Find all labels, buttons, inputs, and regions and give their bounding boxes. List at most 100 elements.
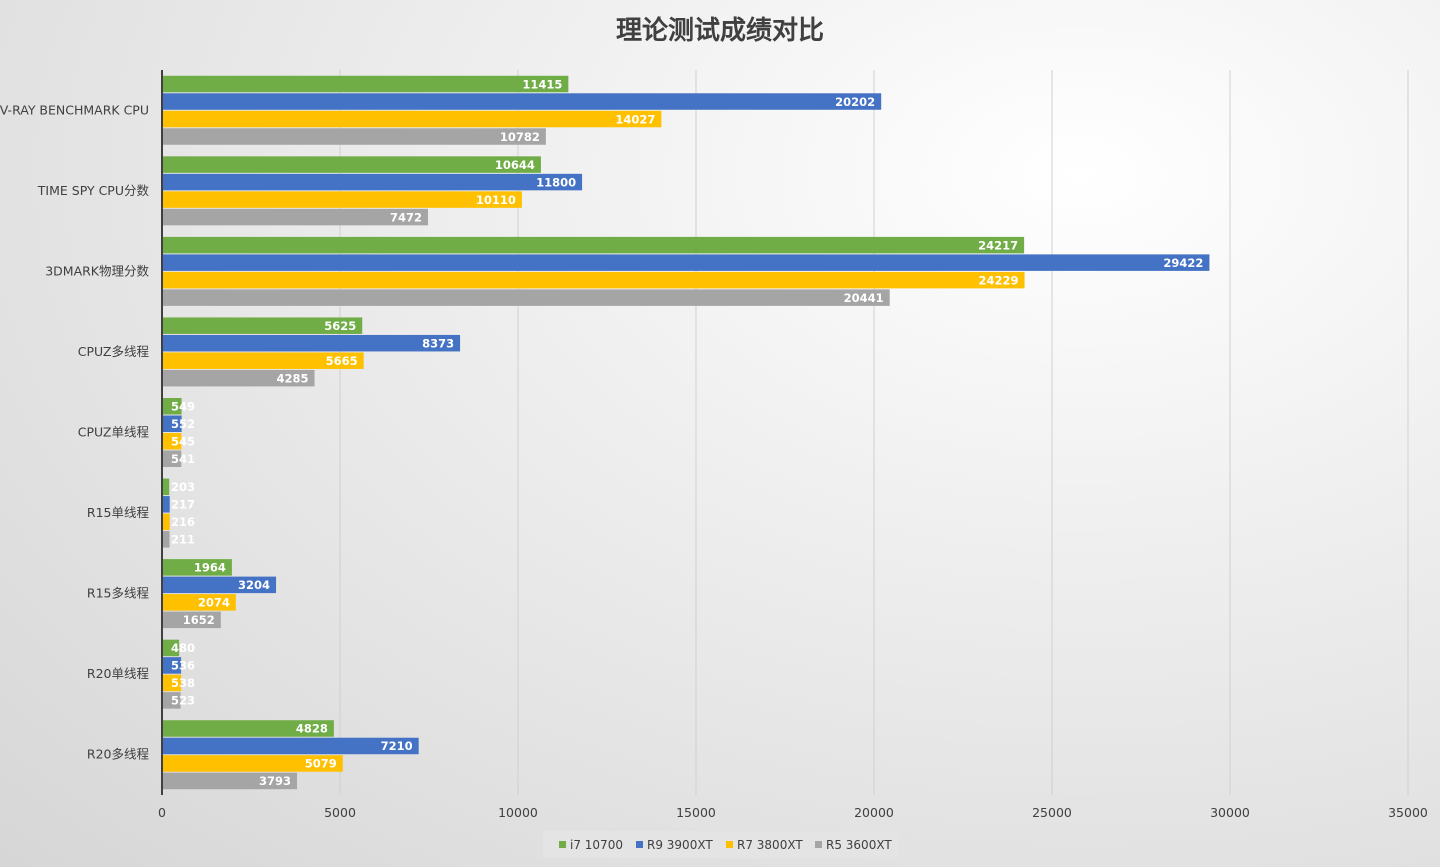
- x-tick-label: 15000: [676, 805, 716, 820]
- data-label: 24229: [979, 273, 1019, 287]
- bar: [163, 450, 182, 467]
- legend-label: R5 3600XT: [826, 838, 892, 852]
- category-label: CPUZ单线程: [78, 425, 150, 440]
- bar: [163, 611, 221, 629]
- bar: [163, 208, 429, 226]
- category-label: 3DMARK物理分数: [45, 263, 149, 278]
- data-label: 20441: [844, 291, 884, 305]
- data-label: 211: [171, 533, 195, 547]
- data-label: 10782: [500, 130, 540, 144]
- data-label: 14027: [615, 112, 655, 126]
- data-label: 538: [171, 676, 195, 690]
- data-label: 4285: [277, 371, 309, 385]
- bar: [163, 334, 461, 352]
- data-label: 8373: [422, 336, 454, 350]
- bar: [163, 478, 170, 496]
- data-label: 480: [171, 641, 195, 655]
- x-tick-label: 35000: [1388, 805, 1428, 820]
- x-tick-label: 20000: [854, 805, 894, 820]
- data-label: 4828: [296, 722, 328, 736]
- category-label: R15单线程: [87, 505, 150, 520]
- category-label: R20多线程: [87, 747, 150, 762]
- data-label: 541: [171, 452, 195, 466]
- legend-swatch: [726, 841, 733, 848]
- category-label: CPUZ多线程: [78, 344, 150, 359]
- legend-label: R7 3800XT: [737, 838, 803, 852]
- data-label: 20202: [835, 95, 875, 109]
- x-tick-label: 30000: [1210, 805, 1250, 820]
- category-label: TIME SPY CPU分数: [37, 183, 150, 198]
- data-label: 552: [171, 417, 195, 431]
- bar: [163, 531, 170, 548]
- bar: [163, 369, 315, 387]
- bar: [163, 755, 343, 772]
- legend-label: R9 3900XT: [647, 838, 713, 852]
- bar: [163, 191, 522, 208]
- legend-swatch: [815, 841, 822, 848]
- bar: [163, 720, 334, 737]
- data-label: 523: [171, 694, 195, 708]
- data-label: 3204: [238, 578, 270, 592]
- bar: [163, 496, 170, 513]
- data-label: 549: [171, 400, 195, 414]
- bar: [163, 93, 882, 110]
- legend-label: i7 10700: [570, 838, 623, 852]
- data-label: 536: [171, 659, 195, 673]
- data-label: 2074: [198, 596, 230, 610]
- bar: [163, 433, 182, 450]
- x-tick-label: 0: [158, 805, 166, 820]
- bar: [163, 594, 236, 611]
- bar: [163, 173, 583, 191]
- bar: [163, 398, 182, 415]
- data-label: 1964: [194, 561, 226, 575]
- bar: [163, 576, 277, 594]
- bar: [163, 513, 170, 531]
- data-label: 10110: [476, 193, 516, 207]
- data-label: 5665: [326, 354, 358, 368]
- bar: [163, 674, 182, 692]
- data-label: 7210: [381, 739, 413, 753]
- x-tick-label: 5000: [324, 805, 356, 820]
- bar: [163, 352, 364, 369]
- data-label: 545: [171, 435, 195, 449]
- bar: [163, 236, 1025, 254]
- category-label: V-RAY BENCHMARK CPU: [0, 102, 149, 117]
- bar: [163, 657, 182, 674]
- data-label: 3793: [259, 774, 291, 788]
- legend-swatch: [636, 841, 643, 848]
- category-label: R15多线程: [87, 586, 150, 601]
- bar: [163, 317, 363, 334]
- bar: [163, 254, 1210, 271]
- data-label: 10644: [495, 158, 535, 172]
- bar: [163, 128, 546, 145]
- data-label: 203: [171, 480, 195, 494]
- data-label: 5079: [305, 757, 337, 771]
- bar: [163, 559, 232, 576]
- bar: [163, 415, 182, 432]
- data-label: 1652: [183, 613, 215, 627]
- data-label: 24217: [978, 238, 1018, 252]
- bar: [163, 156, 541, 173]
- data-label: 11415: [522, 77, 562, 91]
- legend-swatch: [559, 841, 566, 848]
- data-label: 7472: [390, 210, 422, 224]
- bar: [163, 737, 419, 755]
- chart-title: 理论测试成绩对比: [616, 16, 824, 46]
- data-label: 29422: [1163, 256, 1203, 270]
- data-label: 5625: [324, 319, 356, 333]
- data-label: 217: [171, 498, 195, 512]
- bar: [163, 692, 181, 709]
- bar: [163, 75, 569, 93]
- bar: [163, 271, 1025, 289]
- legend: i7 10700 R9 3900XT R7 3800XT R5 3600XT: [543, 831, 899, 858]
- bar: [163, 110, 662, 128]
- data-label: 11800: [536, 175, 576, 189]
- category-label: R20单线程: [87, 666, 150, 681]
- x-tick-label: 25000: [1032, 805, 1072, 820]
- bar: [163, 772, 298, 790]
- legend-box: [543, 831, 899, 858]
- x-tick-label: 10000: [498, 805, 538, 820]
- bar: [163, 289, 890, 306]
- bar: [163, 639, 180, 657]
